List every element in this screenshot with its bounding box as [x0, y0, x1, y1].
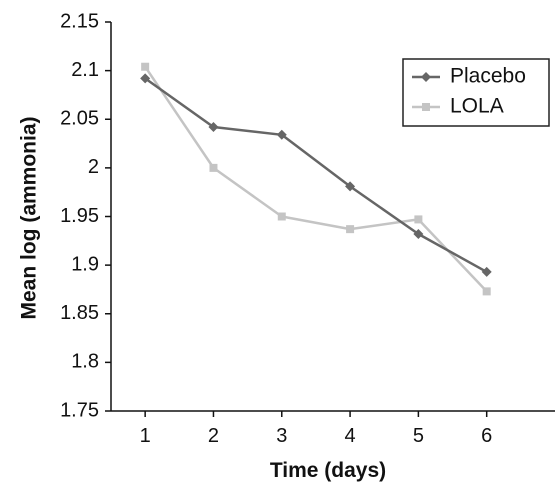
x-tick-label: 2	[208, 425, 219, 447]
data-point-lola	[209, 163, 218, 172]
legend-label: LOLA	[450, 95, 504, 118]
data-point-lola	[277, 212, 286, 221]
y-tick-label: 2.15	[60, 10, 99, 32]
x-tick-label: 1	[140, 425, 151, 447]
y-tick-label: 1.75	[60, 399, 99, 421]
data-point-placebo	[345, 181, 356, 192]
data-point-lola	[414, 215, 423, 224]
series-placebo	[140, 73, 492, 277]
legend: Placebo LOLA	[402, 58, 550, 127]
y-tick-label: 1.95	[60, 205, 99, 227]
legend-swatch-marker	[421, 72, 431, 82]
x-axis-title: Time (days)	[270, 459, 386, 482]
y-tick-label: 1.8	[71, 351, 99, 373]
data-point-placebo	[413, 229, 424, 240]
y-tick-label: 2.05	[60, 108, 99, 130]
legend-item-lola: LOLA	[412, 95, 504, 118]
data-point-lola	[346, 225, 355, 234]
data-point-placebo	[276, 129, 287, 140]
x-tick-label: 5	[413, 425, 424, 447]
x-tick-label: 6	[481, 425, 492, 447]
series-line-lola	[144, 66, 488, 293]
data-point-lola	[141, 62, 150, 71]
y-tick-label: 2	[88, 156, 99, 178]
legend-box	[402, 58, 550, 127]
series-lola	[141, 62, 491, 296]
legend-label: Placebo	[450, 65, 526, 88]
y-tick-label: 1.9	[71, 253, 99, 275]
y-axis-title: Mean log (ammonia)	[18, 116, 41, 319]
legend-swatch-marker	[422, 103, 430, 111]
data-point-placebo	[481, 266, 492, 277]
y-tick-label: 2.1	[71, 59, 99, 81]
y-tick-label: 1.85	[60, 302, 99, 324]
data-point-placebo	[208, 122, 219, 133]
data-point-placebo	[140, 73, 151, 84]
x-tick-label: 3	[276, 425, 287, 447]
x-tick-label: 4	[345, 425, 356, 447]
legend-item-placebo: Placebo	[412, 65, 526, 88]
data-point-lola	[482, 287, 491, 296]
series-line-placebo	[144, 77, 488, 274]
